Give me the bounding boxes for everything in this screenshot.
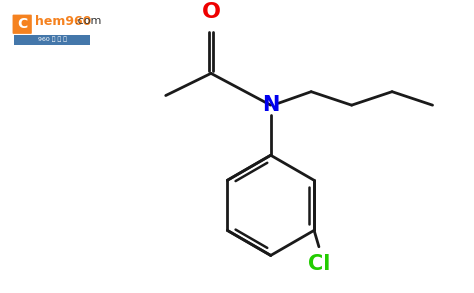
Text: Cl: Cl (308, 254, 330, 275)
Text: O: O (201, 2, 220, 22)
Text: C: C (17, 17, 27, 31)
Bar (15, 35, 90, 45)
Text: 960 化 工 网: 960 化 工 网 (37, 37, 66, 42)
Text: N: N (262, 95, 279, 115)
Text: hem960: hem960 (35, 15, 91, 28)
FancyBboxPatch shape (12, 15, 32, 34)
Text: .com: .com (75, 16, 102, 26)
